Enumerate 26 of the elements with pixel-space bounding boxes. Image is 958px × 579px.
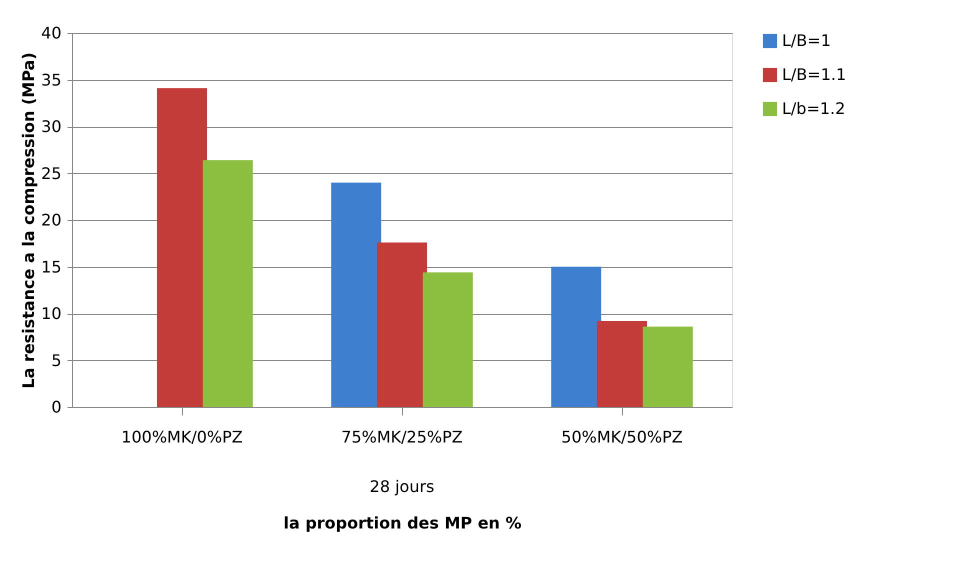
y-tick-label: 0	[51, 398, 62, 416]
text: 28 jours	[370, 477, 434, 496]
y-tick-label: 15	[41, 257, 62, 276]
bar	[551, 266, 602, 407]
bar	[377, 242, 427, 407]
bar	[642, 326, 693, 407]
x-tick-label: 75%MK/25%PZ	[341, 428, 463, 446]
y-tick-label: 25	[41, 164, 62, 183]
bar	[202, 160, 253, 407]
y-tick-label: 5	[51, 350, 62, 370]
bar	[422, 272, 473, 407]
y-tick-label: 40	[41, 24, 62, 42]
y-axis-title: La resistance a la compression (MPa)	[19, 52, 38, 389]
bar	[157, 88, 207, 407]
x-tick-label: 100%MK/0%PZ	[121, 428, 243, 446]
y-tick-label: 35	[41, 70, 62, 90]
bar	[331, 182, 382, 407]
y-tick-label: 20	[41, 210, 62, 230]
y-tick-label: 30	[41, 117, 62, 136]
legend-label: L/b=1.2	[782, 99, 846, 118]
y-tick-label: 10	[41, 304, 62, 323]
legend-label: L/B=1	[782, 31, 831, 50]
x-tick-label: 50%MK/50%PZ	[561, 428, 683, 446]
x-axis-title: la proportion des MP en %	[283, 514, 522, 532]
bar	[597, 320, 647, 407]
legend-label: L/B=1.1	[782, 65, 846, 84]
